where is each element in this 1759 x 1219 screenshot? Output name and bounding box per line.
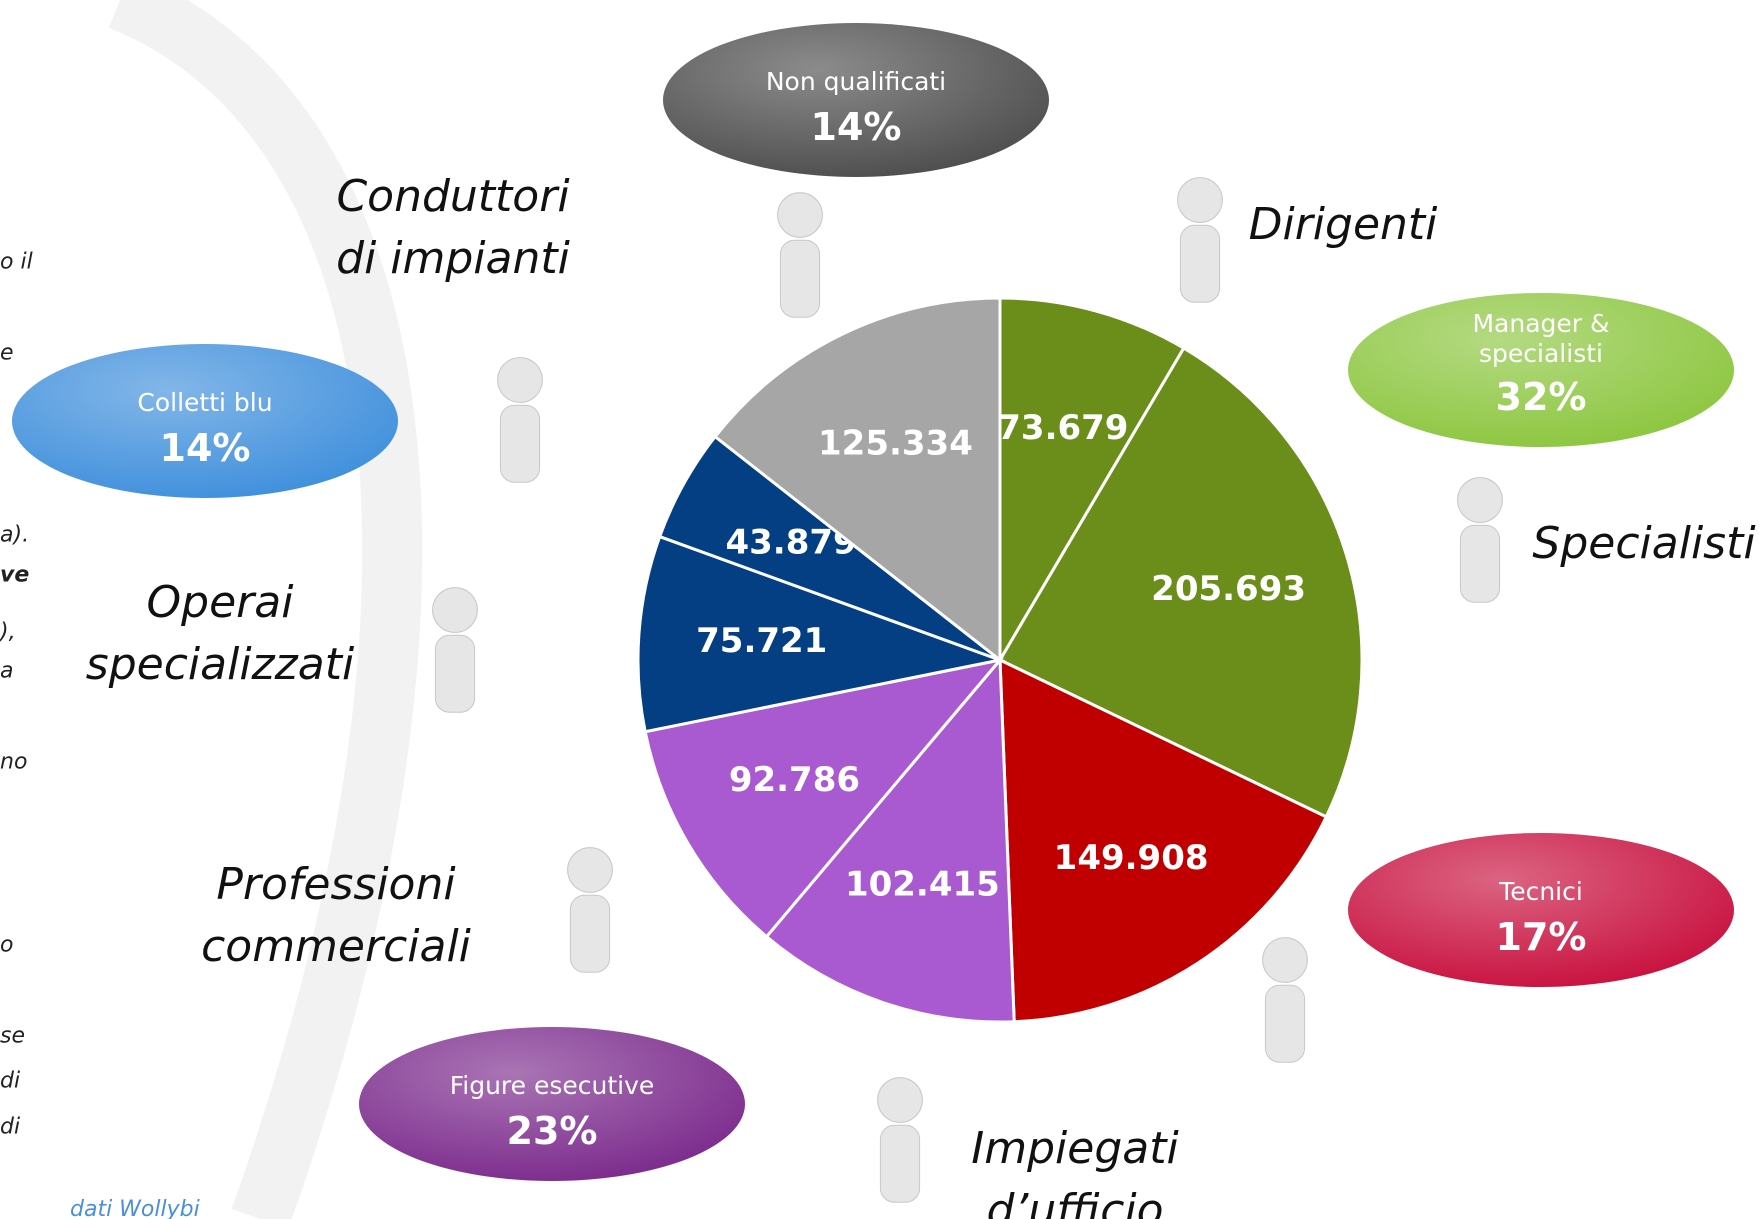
group-name: Non qualificati <box>766 67 946 96</box>
bubble-shine <box>1348 833 1734 987</box>
category-label: Specialisti <box>1532 518 1756 569</box>
figure-body <box>779 239 821 318</box>
pie-slice <box>997 346 1364 819</box>
figure-head <box>1177 177 1223 223</box>
figure-head <box>1457 477 1503 523</box>
pie-slice <box>998 296 1186 666</box>
value-label: 75.721 <box>696 621 827 661</box>
category-label: Operai specializzati <box>85 577 355 690</box>
figure-head <box>567 847 613 893</box>
figure-body <box>499 404 541 483</box>
side-text: o <box>0 932 14 958</box>
group-value: 23% <box>507 1109 598 1153</box>
figure-head <box>1262 937 1308 983</box>
figure-head <box>877 1077 923 1123</box>
value-label: 92.786 <box>729 760 860 800</box>
side-text: di <box>0 1114 21 1140</box>
group-name: Figure esecutive <box>450 1071 655 1100</box>
group-value: 14% <box>160 426 251 470</box>
side-text: a <box>0 658 14 684</box>
bubble-shine <box>359 1027 745 1181</box>
pie-slice <box>643 657 1004 939</box>
bubble-shine <box>12 344 398 498</box>
side-text: e <box>0 340 14 366</box>
figure-head <box>497 357 543 403</box>
group-value: 32% <box>1496 375 1587 419</box>
figure-body <box>434 634 476 713</box>
side-text: a). <box>0 522 30 548</box>
side-text: ), <box>0 619 16 645</box>
category-label: Impiegati d’ufficio <box>971 1123 1179 1219</box>
pie-slice <box>713 296 1002 664</box>
side-text: di <box>0 1068 21 1094</box>
pie-slice <box>998 657 1329 1024</box>
pie-slice <box>764 656 1016 1024</box>
figure-body <box>1459 524 1501 603</box>
group-name: Colletti blu <box>137 388 272 417</box>
category-label: Professioni commerciali <box>201 859 471 972</box>
figure-head <box>777 192 823 238</box>
category-label: Dirigenti <box>1248 199 1438 250</box>
figure-head <box>432 587 478 633</box>
value-label: 205.693 <box>1151 569 1306 609</box>
side-text: no <box>0 749 28 775</box>
figure-body <box>1179 224 1221 303</box>
bubble-shine <box>1348 293 1734 447</box>
figure-body <box>879 1124 921 1203</box>
side-text: o il <box>0 249 33 275</box>
pie-slice <box>636 534 1006 734</box>
bubble-shine <box>663 23 1049 177</box>
group-name: Tecnici <box>1498 877 1583 906</box>
footer: dati Wollybi <box>70 1197 200 1219</box>
figure-body <box>569 894 611 973</box>
value-label: 73.679 <box>997 408 1128 448</box>
value-label: 149.908 <box>1054 838 1209 878</box>
figure-body <box>1264 984 1306 1063</box>
group-name: Manager & specialisti <box>1472 309 1609 368</box>
group-value: 17% <box>1496 915 1587 959</box>
value-label: 102.415 <box>845 864 1000 904</box>
side-text: se <box>0 1023 25 1049</box>
category-label: Conduttori di impianti <box>336 171 570 284</box>
value-label: 125.334 <box>818 424 973 464</box>
side-text: ve <box>0 562 30 588</box>
group-value: 14% <box>811 105 902 149</box>
